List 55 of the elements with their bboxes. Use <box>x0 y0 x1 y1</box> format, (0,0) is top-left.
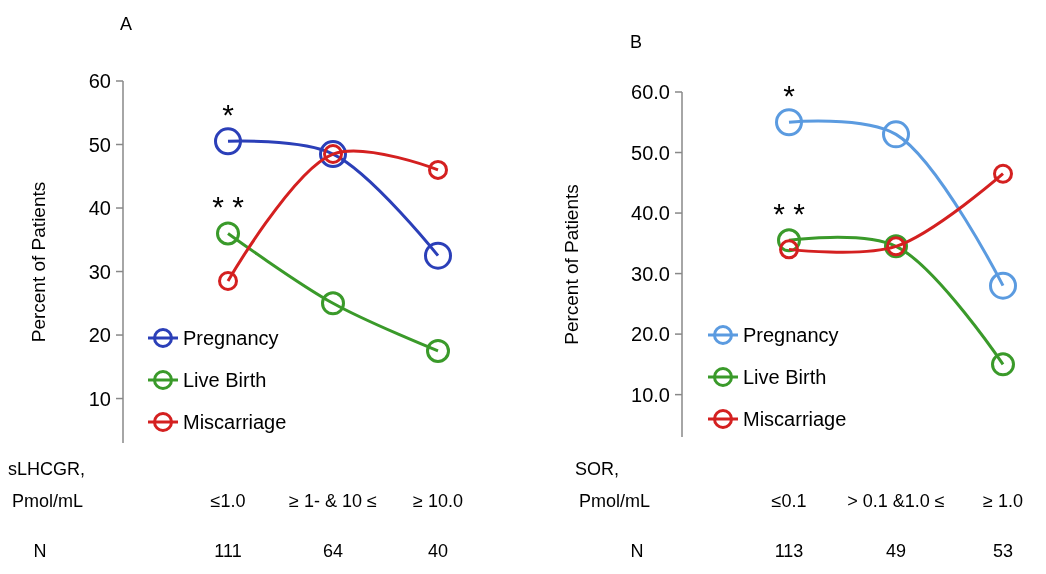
legend-label: Pregnancy <box>743 324 839 346</box>
annotation: * * <box>212 190 245 224</box>
x-tick-label: ≥ 1.0 <box>983 491 1023 511</box>
y-tick-label: 50.0 <box>631 141 670 164</box>
y-tick-label: 30 <box>88 260 111 283</box>
legend-label: Pregnancy <box>183 327 279 349</box>
text: N <box>33 541 47 561</box>
x-tick-label: ≥ 1- & 10 ≤ <box>289 491 378 511</box>
text: 53 <box>992 541 1014 561</box>
point <box>993 163 1013 184</box>
point <box>424 241 452 270</box>
text: N <box>630 541 644 561</box>
y-tick-label: 40.0 <box>631 202 670 225</box>
point <box>989 271 1017 300</box>
annotation: * <box>222 98 235 132</box>
legend-label: Live Birth <box>183 369 267 391</box>
chart-title: B <box>630 32 643 52</box>
point <box>428 159 448 180</box>
y-tick-label: 60 <box>88 70 111 92</box>
legend-label: Miscarriage <box>743 408 847 430</box>
point <box>882 120 910 149</box>
y-axis-title: Percent of Patients <box>561 184 582 345</box>
y-tick-label: 30.0 <box>631 262 670 285</box>
annotation: * * <box>773 197 806 231</box>
x-axis-title: SOR, Pmol/mL <box>575 459 651 511</box>
point <box>218 271 238 292</box>
x-tick-label: ≥ 10.0 <box>413 491 463 511</box>
y-axis-title: Percent of Patients <box>28 181 49 343</box>
y-tick-label: 20 <box>88 324 111 347</box>
y-tick-label: 20.0 <box>631 323 670 346</box>
annotation: * <box>783 79 796 113</box>
x-tick-label: ≤1.0 <box>210 491 246 511</box>
x-tick-label: > 0.1 &1.0 ≤ <box>847 491 945 511</box>
text: 113 <box>774 541 804 561</box>
point <box>991 352 1015 377</box>
x-axis-title: sLHCGR, Pmol/mL <box>8 459 86 511</box>
legend-label: Live Birth <box>743 366 827 388</box>
text: 111 <box>214 541 242 561</box>
chart-title: A <box>120 14 133 34</box>
point <box>321 291 345 316</box>
point <box>216 221 240 246</box>
y-tick-label: 10.0 <box>631 383 670 406</box>
legend-label: Miscarriage <box>183 411 287 433</box>
point <box>426 338 450 363</box>
y-tick-label: 10 <box>88 387 111 410</box>
text: 64 <box>322 541 344 561</box>
point <box>775 108 803 137</box>
y-tick-label: 50 <box>88 133 111 156</box>
text: 49 <box>885 541 907 561</box>
point <box>214 127 242 156</box>
point <box>779 239 799 260</box>
y-tick-label: 40 <box>88 197 111 220</box>
x-tick-label: ≤0.1 <box>771 491 807 511</box>
y-tick-label: 60.0 <box>631 81 670 103</box>
text: 40 <box>427 541 449 561</box>
